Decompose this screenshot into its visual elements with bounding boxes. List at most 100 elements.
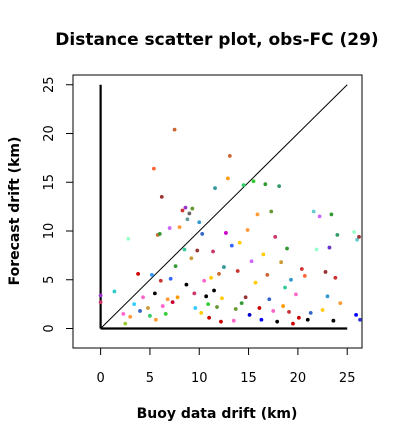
chart-title: Distance scatter plot, obs-FC (29) xyxy=(55,30,378,50)
data-point xyxy=(202,278,207,283)
data-point xyxy=(281,304,285,308)
y-tick-label: 20 xyxy=(42,125,57,142)
data-point xyxy=(138,309,142,313)
data-point xyxy=(225,176,230,181)
data-point xyxy=(159,194,164,199)
data-point xyxy=(185,217,190,222)
data-point xyxy=(335,233,340,237)
data-point xyxy=(220,296,224,301)
data-point xyxy=(136,272,140,276)
y-tick-label: 0 xyxy=(42,324,57,332)
data-point xyxy=(311,209,316,214)
data-point xyxy=(357,234,361,239)
data-point xyxy=(199,311,204,315)
x-tick-label: 20 xyxy=(290,371,307,386)
data-point xyxy=(158,278,163,283)
reference-line-diagonal xyxy=(100,84,348,329)
data-point xyxy=(187,211,192,216)
data-point xyxy=(231,318,236,323)
data-point xyxy=(287,310,291,314)
y-tick-label: 15 xyxy=(42,174,57,191)
data-point xyxy=(325,294,330,299)
data-point xyxy=(206,302,211,307)
data-point xyxy=(275,319,280,324)
data-point xyxy=(152,291,157,296)
data-point xyxy=(352,230,357,234)
data-point xyxy=(219,319,223,324)
data-point xyxy=(173,264,178,268)
data-point xyxy=(204,294,209,299)
data-point xyxy=(263,182,268,187)
data-point xyxy=(141,295,145,300)
data-point xyxy=(172,127,177,132)
data-point xyxy=(195,248,200,253)
data-point xyxy=(257,306,262,310)
data-point xyxy=(302,273,307,278)
x-axis-label: Buoy data drift (km) xyxy=(137,406,298,422)
data-point xyxy=(98,300,103,305)
data-point xyxy=(239,301,244,306)
data-point xyxy=(153,317,158,322)
y-tick-label: 25 xyxy=(42,76,57,93)
data-point xyxy=(163,311,168,316)
data-point xyxy=(299,267,304,271)
data-point xyxy=(265,272,270,277)
data-point xyxy=(157,232,162,236)
data-point xyxy=(170,300,175,305)
data-point xyxy=(271,309,276,313)
data-point xyxy=(277,184,282,189)
data-point xyxy=(327,245,332,250)
data-point xyxy=(229,243,234,248)
data-point xyxy=(237,240,242,245)
data-point xyxy=(190,206,195,211)
data-point xyxy=(192,291,197,296)
x-tick-label: 5 xyxy=(146,371,154,386)
data-point xyxy=(209,275,213,280)
data-point xyxy=(217,272,221,276)
data-point xyxy=(168,276,173,281)
data-point xyxy=(160,304,165,308)
data-point xyxy=(223,231,228,235)
data-point xyxy=(126,236,131,241)
y-tick-label: 5 xyxy=(42,276,57,284)
reference-lines xyxy=(99,84,348,330)
data-point xyxy=(245,228,250,232)
data-point xyxy=(317,214,322,219)
data-point xyxy=(128,314,133,319)
data-point xyxy=(308,311,313,315)
data-point xyxy=(273,234,278,239)
data-point xyxy=(294,292,298,297)
data-point xyxy=(146,306,150,310)
data-point xyxy=(112,289,117,294)
data-point xyxy=(235,269,240,273)
data-point xyxy=(123,321,128,326)
data-point xyxy=(132,302,137,307)
x-tick-label: 15 xyxy=(240,371,257,386)
data-point xyxy=(329,212,334,217)
data-point xyxy=(253,280,258,285)
data-point xyxy=(212,288,216,293)
x-tick-label: 25 xyxy=(339,371,356,386)
data-point xyxy=(314,247,319,252)
data-point xyxy=(289,277,293,282)
data-point xyxy=(182,247,187,252)
data-point xyxy=(285,246,289,251)
data-point xyxy=(98,293,103,298)
data-point xyxy=(165,297,170,302)
data-point xyxy=(320,308,325,312)
data-point xyxy=(150,272,154,277)
data-point xyxy=(247,312,252,317)
data-point xyxy=(175,295,180,300)
data-point xyxy=(177,225,182,230)
data-point xyxy=(241,183,246,188)
data-point xyxy=(227,154,232,158)
data-point xyxy=(259,317,264,322)
data-point xyxy=(200,232,205,236)
data-point xyxy=(323,270,328,274)
data-point xyxy=(283,285,287,290)
data-point xyxy=(215,305,219,309)
data-point xyxy=(184,282,189,287)
data-point xyxy=(333,275,338,280)
